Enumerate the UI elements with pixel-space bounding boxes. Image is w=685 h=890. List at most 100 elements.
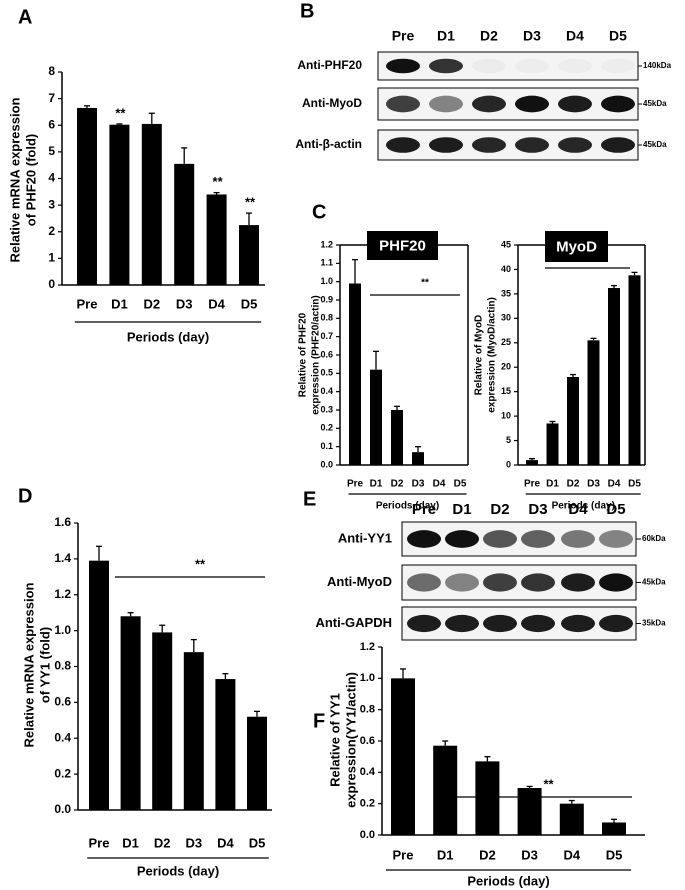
x-tick-label: D1 [437, 847, 454, 862]
bar [567, 377, 579, 465]
band [483, 614, 517, 633]
y-tick-label: 1.6 [54, 515, 71, 529]
panel-label: C [312, 201, 326, 223]
band [445, 573, 479, 592]
band [558, 59, 592, 74]
band [445, 530, 479, 548]
bar [608, 288, 620, 465]
x-tick-label: Pre [89, 835, 110, 850]
x-axis-label: Periods (day) [467, 873, 549, 888]
band [521, 614, 555, 633]
band [599, 614, 633, 633]
significance: ** [213, 174, 224, 189]
band [558, 137, 592, 153]
y-tick-label: 1.0 [54, 623, 71, 637]
band [429, 95, 463, 113]
y-axis-label: Relative mRNA expression [7, 97, 22, 262]
y-tick-label: 20 [501, 362, 511, 372]
panel-label: F [313, 710, 325, 732]
y-axis-label: of PHF20 (fold) [23, 134, 38, 226]
row-label: Anti-GAPDH [315, 615, 392, 630]
band [561, 573, 595, 592]
x-tick-label: D3 [587, 479, 600, 490]
chart-title: PHF20 [379, 237, 426, 254]
x-tick-label: D1 [111, 296, 128, 311]
y-tick-label: 0.2 [360, 798, 375, 810]
band [601, 95, 635, 113]
bar [89, 560, 109, 810]
y-tick-label: 1.0 [320, 276, 333, 286]
band [407, 530, 441, 548]
bar [370, 369, 382, 465]
band [558, 95, 592, 113]
y-tick-label: 0.0 [54, 802, 71, 816]
x-tick-label: Pre [347, 479, 364, 490]
bar [141, 123, 162, 285]
y-tick-label: 0.8 [360, 704, 375, 716]
y-tick-label: 0 [506, 459, 511, 469]
x-axis-label: Periods (day) [376, 501, 439, 512]
y-tick-label: 0.8 [54, 659, 71, 673]
y-tick-label: 0.7 [320, 331, 333, 341]
row-label: Anti-β-actin [295, 137, 362, 151]
y-tick-label: 0.5 [320, 368, 333, 378]
x-tick-label: D4 [208, 296, 225, 311]
band [386, 58, 420, 74]
y-tick-label: 1.2 [360, 641, 375, 653]
band [407, 614, 441, 633]
bar [602, 822, 626, 835]
y-tick-label: 30 [501, 313, 511, 323]
y-tick-label: 5 [48, 144, 55, 158]
band [472, 95, 506, 113]
x-tick-label: D4 [217, 835, 234, 850]
lane-label: D1 [452, 501, 471, 518]
band [472, 58, 506, 74]
bar [391, 678, 415, 835]
lane-label: D3 [528, 501, 547, 518]
marker-label: 60kDa [642, 534, 666, 543]
bar [412, 452, 424, 465]
band [601, 59, 635, 74]
x-tick-label: D2 [567, 479, 580, 490]
lane-label: D2 [480, 28, 498, 44]
x-tick-label: D5 [454, 479, 467, 490]
annotation: ** [543, 776, 554, 791]
band [386, 137, 420, 153]
row-label: Anti-MyoD [327, 574, 392, 589]
y-axis-label: Relative of PHF20 [298, 312, 309, 397]
lane-label: D1 [437, 28, 455, 44]
x-tick-label: D2 [143, 296, 160, 311]
band [515, 59, 549, 74]
x-tick-label: Pre [77, 296, 98, 311]
x-tick-label: D2 [391, 479, 404, 490]
x-tick-label: D5 [241, 296, 258, 311]
x-tick-label: D2 [479, 847, 496, 862]
y-tick-label: 3 [48, 197, 55, 211]
band [599, 573, 633, 592]
band [483, 573, 517, 592]
y-tick-label: 0.0 [360, 829, 375, 841]
marker-label: 45kDa [643, 140, 667, 149]
y-tick-label: 0.6 [320, 349, 333, 359]
bar [239, 225, 259, 285]
y-tick-label: 4 [48, 171, 55, 185]
y-axis-label: Relative of YY1 [327, 693, 342, 787]
band [429, 137, 463, 153]
y-axis-label: Relative of MyoD [474, 315, 485, 396]
y-tick-label: 1.0 [360, 672, 375, 684]
lane-label: Pre [392, 28, 415, 44]
marker-label: 140kDa [643, 61, 672, 70]
y-tick-label: 0.9 [320, 294, 333, 304]
x-tick-label: D3 [521, 847, 538, 862]
y-tick-label: 0.6 [54, 695, 71, 709]
blot-row [377, 51, 639, 81]
y-tick-label: 2 [48, 224, 55, 238]
bar [546, 423, 559, 465]
x-tick-label: D5 [628, 479, 641, 490]
blot-row [377, 129, 639, 161]
title-box [367, 231, 438, 260]
y-tick-label: 8 [48, 64, 55, 78]
x-tick-label: D1 [546, 479, 559, 490]
x-tick-label: D5 [606, 847, 623, 862]
